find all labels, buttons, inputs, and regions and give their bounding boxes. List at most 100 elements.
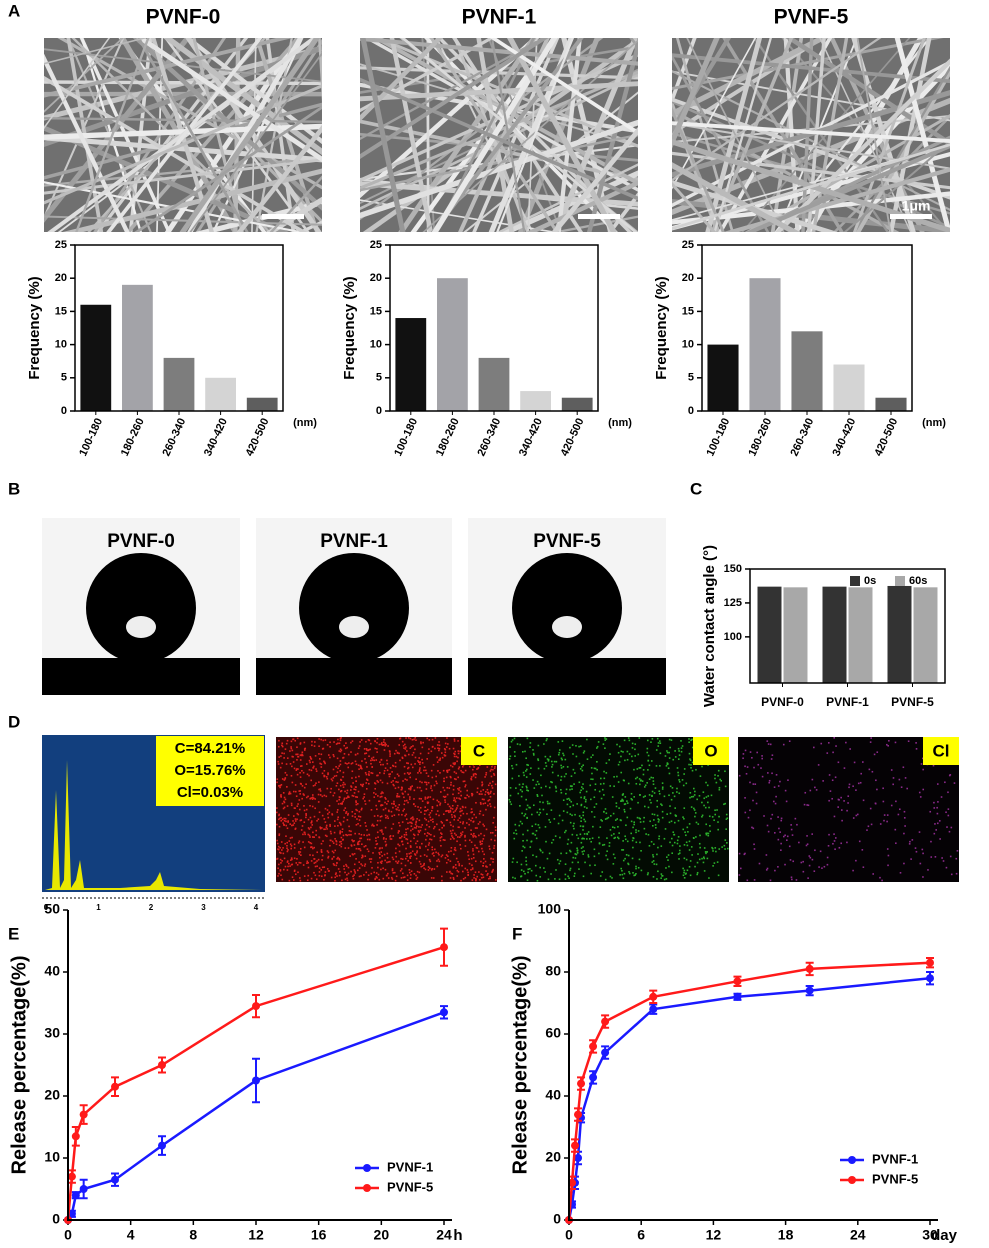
eds-dot [366,766,368,768]
eds-dot [341,831,343,833]
eds-dot [294,820,297,822]
eds-dot [453,763,456,766]
eds-dot [936,822,939,825]
fiber [66,38,104,232]
eds-dot [321,814,324,817]
eds-dot [454,750,457,753]
eds-dot [576,849,579,851]
eds-dot [410,855,412,857]
eds-dot [324,762,326,765]
eds-dot [538,808,541,811]
eds-dot [604,739,607,741]
eds-dot [481,842,483,845]
eds-dot [606,817,608,820]
eds-dot [305,796,308,799]
eds-dot [622,793,625,795]
eds-dot [493,806,496,809]
eds-dot [545,765,548,767]
eds-dot [390,827,393,830]
droplet-highlight [126,616,156,638]
eds-dot [302,771,305,774]
eds-dot [682,874,685,877]
eds-dot [647,806,650,809]
eds-dot [397,781,399,784]
eds-dot [376,751,378,753]
eds-dot [363,865,366,867]
eds-dot [623,779,625,782]
eds-dot [320,766,323,768]
fiber [75,38,150,232]
eds-dot [286,861,289,863]
eds-dot [361,784,364,787]
eds-dot [372,756,375,759]
eds-dot [909,840,911,843]
eds-dot [378,772,381,774]
eds-dot [317,858,320,861]
eds-dot [835,745,837,747]
eds-dot [451,808,454,810]
eds-dot [381,781,384,784]
eds-dot [652,860,655,862]
eds-dot [612,812,615,815]
eds-dot [749,809,751,812]
eds-dot [652,876,655,878]
eds-dot [529,773,532,775]
y-tick-label: 0 [61,405,67,417]
eds-dot [319,762,321,765]
eds-dot [632,837,634,839]
eds-dot [626,802,629,804]
eds-dot [318,836,320,838]
eds-dot [377,873,380,876]
eds-dot [640,849,642,852]
eds-dot [464,797,466,799]
eds-dot [942,860,945,862]
eds-dot [358,861,361,863]
eds-dot [425,781,428,784]
eds-dot [299,776,302,778]
eds-dot [310,842,313,845]
eds-dot [673,833,676,836]
eds-dot [858,840,861,843]
eds-dot [551,766,553,768]
eds-dot [339,760,342,762]
eds-dot [333,831,336,834]
eds-dot [826,863,829,866]
eds-dot [406,842,409,845]
eds-dot [283,801,286,804]
eds-dot [363,796,365,798]
eds-dot [582,811,585,814]
eds-dot [303,805,305,807]
eds-dot [294,873,297,876]
eds-dot [689,758,691,760]
eds-dot [489,877,491,880]
eds-dot [661,810,664,813]
eds-dot [439,759,441,761]
fiber [487,38,562,232]
eds-dot [280,874,282,877]
eds-dot [355,801,357,804]
x-tick-label: 16 [311,1227,327,1243]
eds-dot [683,869,686,872]
eds-dot [313,765,315,768]
y-tick-label: 125 [724,597,742,609]
eds-dot [805,844,808,847]
eds-dot [590,778,592,780]
eds-dot [367,782,370,785]
eds-dot [280,862,282,864]
eds-dot [324,871,327,873]
eds-dot [580,786,583,788]
eds-dot [359,849,362,852]
eds-dot [659,752,662,755]
eds-dot [545,840,547,843]
eds-dot [860,772,863,775]
eds-dot [452,811,455,813]
eds-dot [337,767,339,770]
eds-dot [326,744,329,746]
eds-dot [450,776,452,779]
eds-dot [404,748,407,750]
eds-dot [746,879,749,882]
x-tick-label: 12 [706,1227,722,1243]
eds-dot [279,858,282,861]
eds-dot [565,792,567,795]
eds-dot [387,861,390,863]
